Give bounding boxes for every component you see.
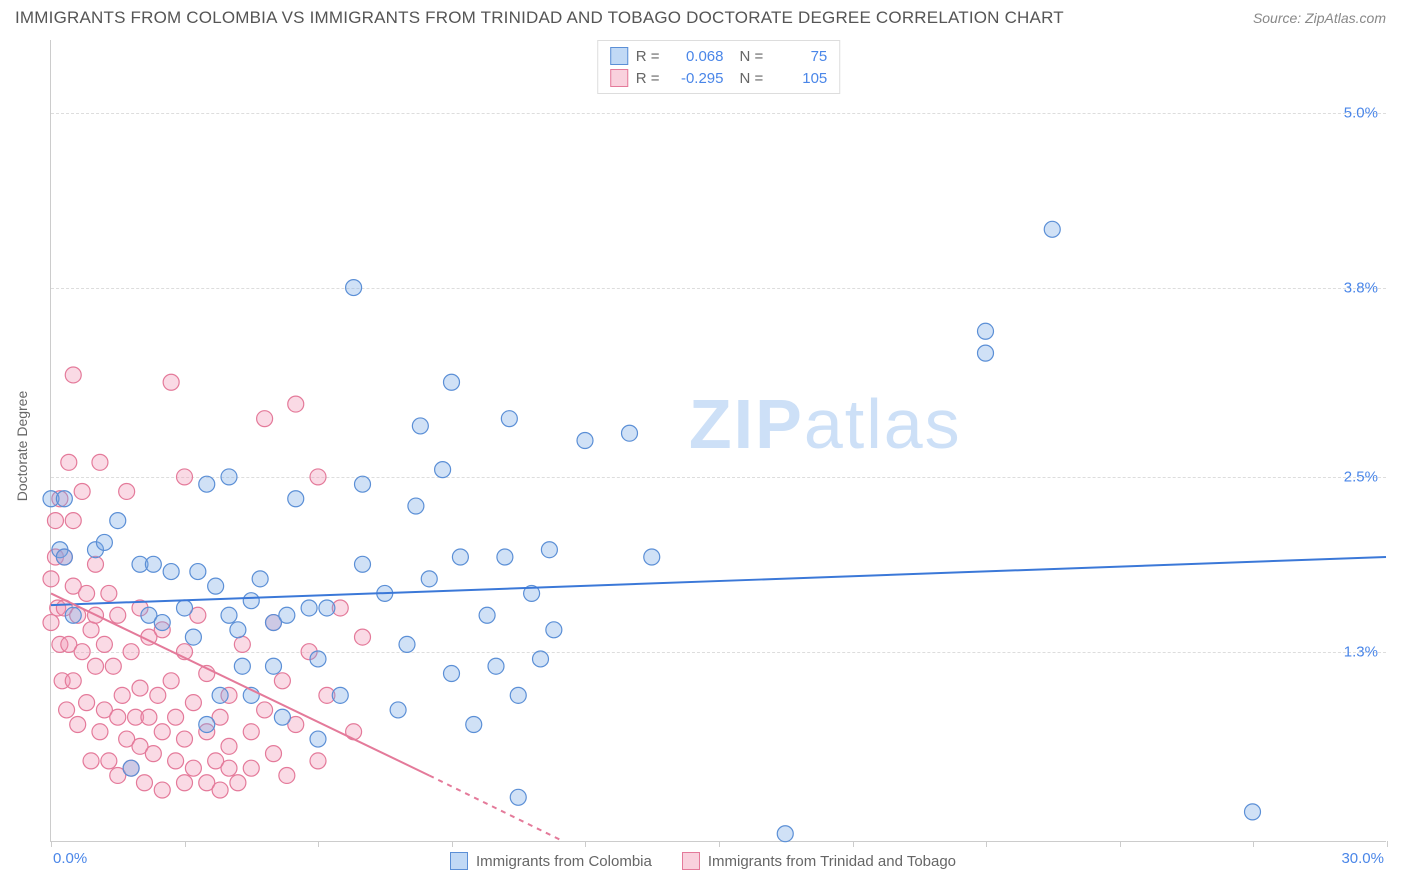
- r-value-trinidad: -0.295: [668, 70, 724, 87]
- r-label: R =: [636, 70, 660, 87]
- swatch-colombia: [450, 852, 468, 870]
- swatch-colombia: [610, 47, 628, 65]
- n-label: N =: [740, 70, 764, 87]
- r-value-colombia: 0.068: [668, 48, 724, 65]
- source-label: Source: ZipAtlas.com: [1253, 10, 1386, 26]
- legend-label-trinidad: Immigrants from Trinidad and Tobago: [708, 853, 956, 870]
- plot-area: ZIPatlas 1.3%2.5%3.8%5.0% R = 0.068 N = …: [50, 40, 1386, 842]
- n-value-colombia: 75: [771, 48, 827, 65]
- stats-legend: R = 0.068 N = 75 R = -0.295 N = 105: [597, 40, 841, 94]
- y-axis-title: Doctorate Degree: [14, 391, 30, 502]
- bottom-legend: Immigrants from Colombia Immigrants from…: [0, 852, 1406, 870]
- swatch-trinidad: [610, 69, 628, 87]
- chart-title: IMMIGRANTS FROM COLOMBIA VS IMMIGRANTS F…: [15, 8, 1064, 28]
- n-label: N =: [740, 48, 764, 65]
- legend-label-colombia: Immigrants from Colombia: [476, 853, 652, 870]
- scatter-plot: [51, 40, 1386, 841]
- n-value-trinidad: 105: [771, 70, 827, 87]
- r-label: R =: [636, 48, 660, 65]
- swatch-trinidad: [682, 852, 700, 870]
